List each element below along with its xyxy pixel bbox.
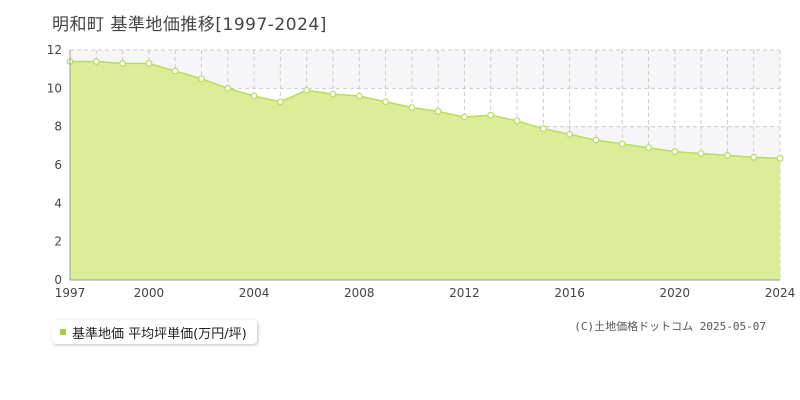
data-point bbox=[697, 150, 705, 157]
copyright-text: (C)土地価格ドットコム 2025-05-07 bbox=[574, 320, 766, 333]
series-markers bbox=[66, 58, 784, 162]
y-tick-label: 12 bbox=[47, 43, 62, 57]
series-area bbox=[70, 61, 780, 280]
data-point bbox=[355, 92, 363, 100]
legend-swatch bbox=[60, 329, 66, 335]
data-point bbox=[119, 60, 126, 67]
legend-label: 基準地価 平均坪単価(万円/坪) bbox=[72, 326, 247, 342]
x-tick-label: 2008 bbox=[344, 286, 375, 300]
y-tick-label: 4 bbox=[54, 196, 62, 210]
y-tick-label: 2 bbox=[54, 235, 62, 249]
data-point bbox=[461, 113, 468, 121]
y-tick-label: 6 bbox=[54, 158, 62, 172]
data-point bbox=[645, 144, 652, 152]
x-tick-label: 2000 bbox=[134, 286, 165, 300]
data-point bbox=[434, 107, 442, 115]
data-point bbox=[618, 140, 626, 148]
series-line bbox=[70, 60, 781, 160]
data-point bbox=[303, 86, 311, 94]
x-tick-label: 2016 bbox=[554, 286, 585, 300]
area-chart: 0 2 4 6 8 10 12 1997 2000 2004 2008 2012 2016 2020 20… bbox=[47, 43, 796, 300]
data-point bbox=[513, 117, 521, 125]
data-point bbox=[539, 125, 547, 132]
data-point bbox=[566, 130, 574, 138]
data-point bbox=[198, 75, 205, 83]
data-point bbox=[224, 84, 232, 92]
data-point bbox=[487, 111, 495, 119]
data-point bbox=[776, 154, 784, 162]
x-tick-label: 1997 bbox=[55, 286, 86, 300]
y-tick-label: 10 bbox=[47, 81, 62, 95]
data-point bbox=[750, 153, 758, 161]
data-point bbox=[145, 60, 153, 67]
y-tick-labels: 0 2 4 6 8 10 12 bbox=[47, 43, 62, 287]
x-tick-labels: 1997 2000 2004 2008 2012 2016 2020 2024 bbox=[55, 286, 796, 300]
x-tick-label: 2024 bbox=[765, 286, 796, 300]
data-point bbox=[671, 148, 679, 155]
legend: 基準地価 平均坪単価(万円/坪) bbox=[52, 320, 257, 344]
chart-title: 明和町 基準地価推移[1997-2024] bbox=[52, 15, 327, 35]
data-point bbox=[592, 136, 600, 144]
data-point bbox=[382, 98, 389, 106]
x-tick-label: 2012 bbox=[449, 286, 480, 300]
x-tick-label: 2004 bbox=[239, 286, 270, 300]
x-tick-label: 2020 bbox=[660, 286, 691, 300]
data-point bbox=[276, 98, 284, 106]
y-tick-label: 8 bbox=[54, 120, 62, 134]
data-point bbox=[171, 67, 179, 75]
data-point bbox=[92, 58, 100, 65]
y-tick-label: 0 bbox=[54, 273, 62, 287]
data-point bbox=[408, 104, 416, 111]
data-point bbox=[724, 152, 731, 159]
data-point bbox=[329, 90, 337, 98]
data-point bbox=[250, 92, 258, 100]
